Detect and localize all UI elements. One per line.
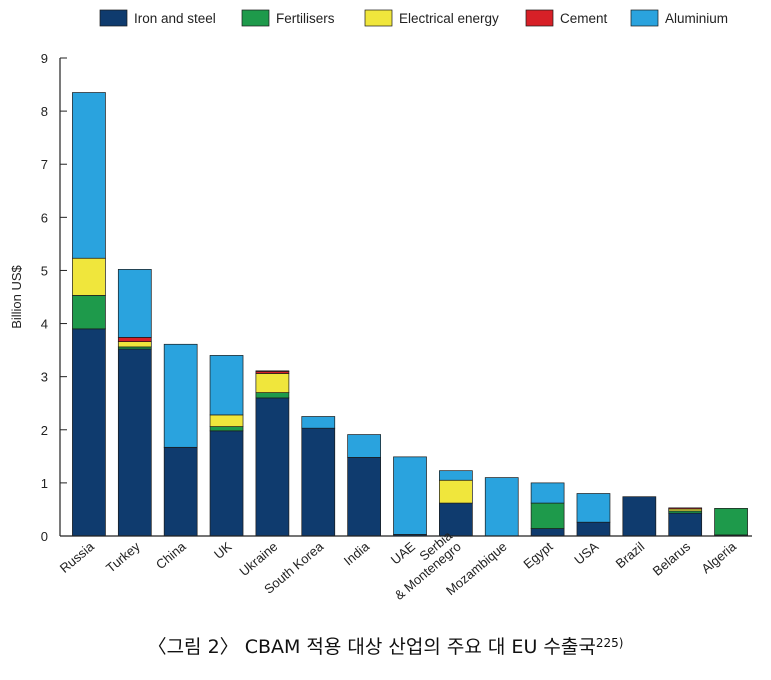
bar-segment: [72, 257, 106, 296]
x-tick-label: India: [341, 538, 373, 568]
x-tick-label: Belarus: [650, 538, 694, 578]
bar-segment: [714, 508, 748, 536]
bar-segment: [117, 269, 152, 338]
bar-segment: [530, 482, 565, 504]
legend-item: Cement: [525, 9, 608, 27]
x-tick-label: Brazil: [613, 539, 648, 571]
legend-label: Fertilisers: [276, 11, 335, 26]
bar-segment: [163, 343, 198, 448]
bar-segment: [301, 416, 336, 429]
bar-segment: [209, 355, 244, 416]
y-tick-label: 2: [41, 423, 48, 438]
bar-group: [117, 269, 152, 537]
bar-group: [439, 470, 473, 537]
bar-group: [576, 493, 611, 537]
bar-segment: [209, 430, 244, 537]
legend-item: Fertilisers: [241, 9, 335, 27]
legend-label: Electrical energy: [399, 11, 499, 26]
bar-segment: [530, 502, 565, 529]
bar-segment: [301, 427, 336, 537]
legend-item: Iron and steel: [99, 9, 216, 27]
bar-segment: [117, 348, 152, 537]
y-axis: 0 1 2 3 4 5 6 7 8 9: [41, 51, 67, 544]
bar-segment: [209, 426, 244, 432]
caption-text: 〈그림 2〉 CBAM 적용 대상 산업의 주요 대 EU 수출국: [147, 636, 596, 658]
bar-segment: [622, 496, 657, 537]
y-tick-label: 7: [41, 157, 48, 172]
bar-segment: [255, 392, 290, 399]
caption-note: 225): [595, 636, 624, 650]
y-tick-label: 1: [41, 476, 48, 491]
legend: Iron and steel Fertilisers Electrical ener…: [99, 9, 728, 27]
legend-swatch: [630, 9, 659, 27]
y-tick-label: 4: [41, 317, 48, 332]
bar-segment: [439, 479, 473, 504]
bar-segment: [668, 507, 703, 510]
x-tick-label: Egypt: [520, 539, 555, 572]
legend-item: Electrical energy: [364, 9, 499, 27]
legend-swatch: [364, 9, 393, 27]
bar-segment: [72, 295, 106, 330]
bar-segment: [347, 434, 381, 458]
y-tick-label: 9: [41, 51, 48, 66]
legend-swatch: [99, 9, 128, 27]
bar-segment: [163, 446, 198, 537]
bar-segment: [347, 457, 381, 537]
bar-group: [72, 92, 106, 537]
bar-segment: [255, 373, 290, 393]
bar-group: [347, 434, 381, 537]
bar-group: [622, 496, 657, 537]
x-tick-label: Turkey: [103, 538, 143, 575]
x-tick-label: UK: [211, 539, 235, 562]
bar-group: [163, 343, 198, 537]
bar-segment: [439, 470, 473, 481]
bar-group: [530, 482, 565, 537]
bar-segment: [117, 337, 152, 342]
legend-item: Aluminium: [630, 9, 728, 27]
bar-group: [668, 507, 703, 537]
bar-group: [393, 456, 427, 537]
bar-group: [255, 370, 290, 537]
stacked-bar-chart: Iron and steel Fertilisers Electrical ener…: [9, 9, 752, 603]
bar-segment: [72, 92, 106, 259]
bar-segment: [255, 397, 290, 537]
bar-group: [714, 508, 748, 537]
x-tick-label: USA: [571, 539, 601, 568]
y-tick-label: 8: [41, 104, 48, 119]
legend-label: Iron and steel: [134, 11, 216, 26]
y-tick-label: 6: [41, 210, 48, 225]
x-tick-label: Ukraine: [236, 539, 280, 579]
legend-swatch: [241, 9, 270, 27]
x-tick-label: UAE: [388, 539, 418, 568]
bar-segment: [530, 528, 565, 537]
bar-segment: [393, 456, 427, 535]
bar-segment: [484, 477, 519, 537]
bar-segment: [72, 328, 106, 537]
y-tick-label: 0: [41, 529, 48, 544]
bar-segment: [576, 493, 611, 523]
figure-caption: 〈그림 2〉 CBAM 적용 대상 산업의 주요 대 EU 수출국225): [0, 632, 771, 659]
y-tick-label: 3: [41, 370, 48, 385]
bar-group: [209, 355, 244, 537]
legend-label: Aluminium: [665, 11, 728, 26]
bar-segment: [668, 512, 703, 537]
legend-label: Cement: [560, 11, 608, 26]
legend-swatch: [525, 9, 554, 27]
bar-segment: [209, 414, 244, 427]
x-tick-label: China: [153, 538, 189, 572]
y-axis-label: Billion US$: [9, 264, 24, 328]
bar-segment: [255, 370, 290, 372]
bar-group: [484, 477, 519, 537]
bars: [72, 92, 748, 537]
bar-segment: [576, 521, 611, 537]
y-tick-label: 5: [41, 263, 48, 278]
bar-group: [301, 416, 336, 537]
x-tick-label: Russia: [57, 538, 98, 576]
x-tick-label: Algeria: [698, 538, 739, 576]
bar-segment: [117, 341, 152, 348]
